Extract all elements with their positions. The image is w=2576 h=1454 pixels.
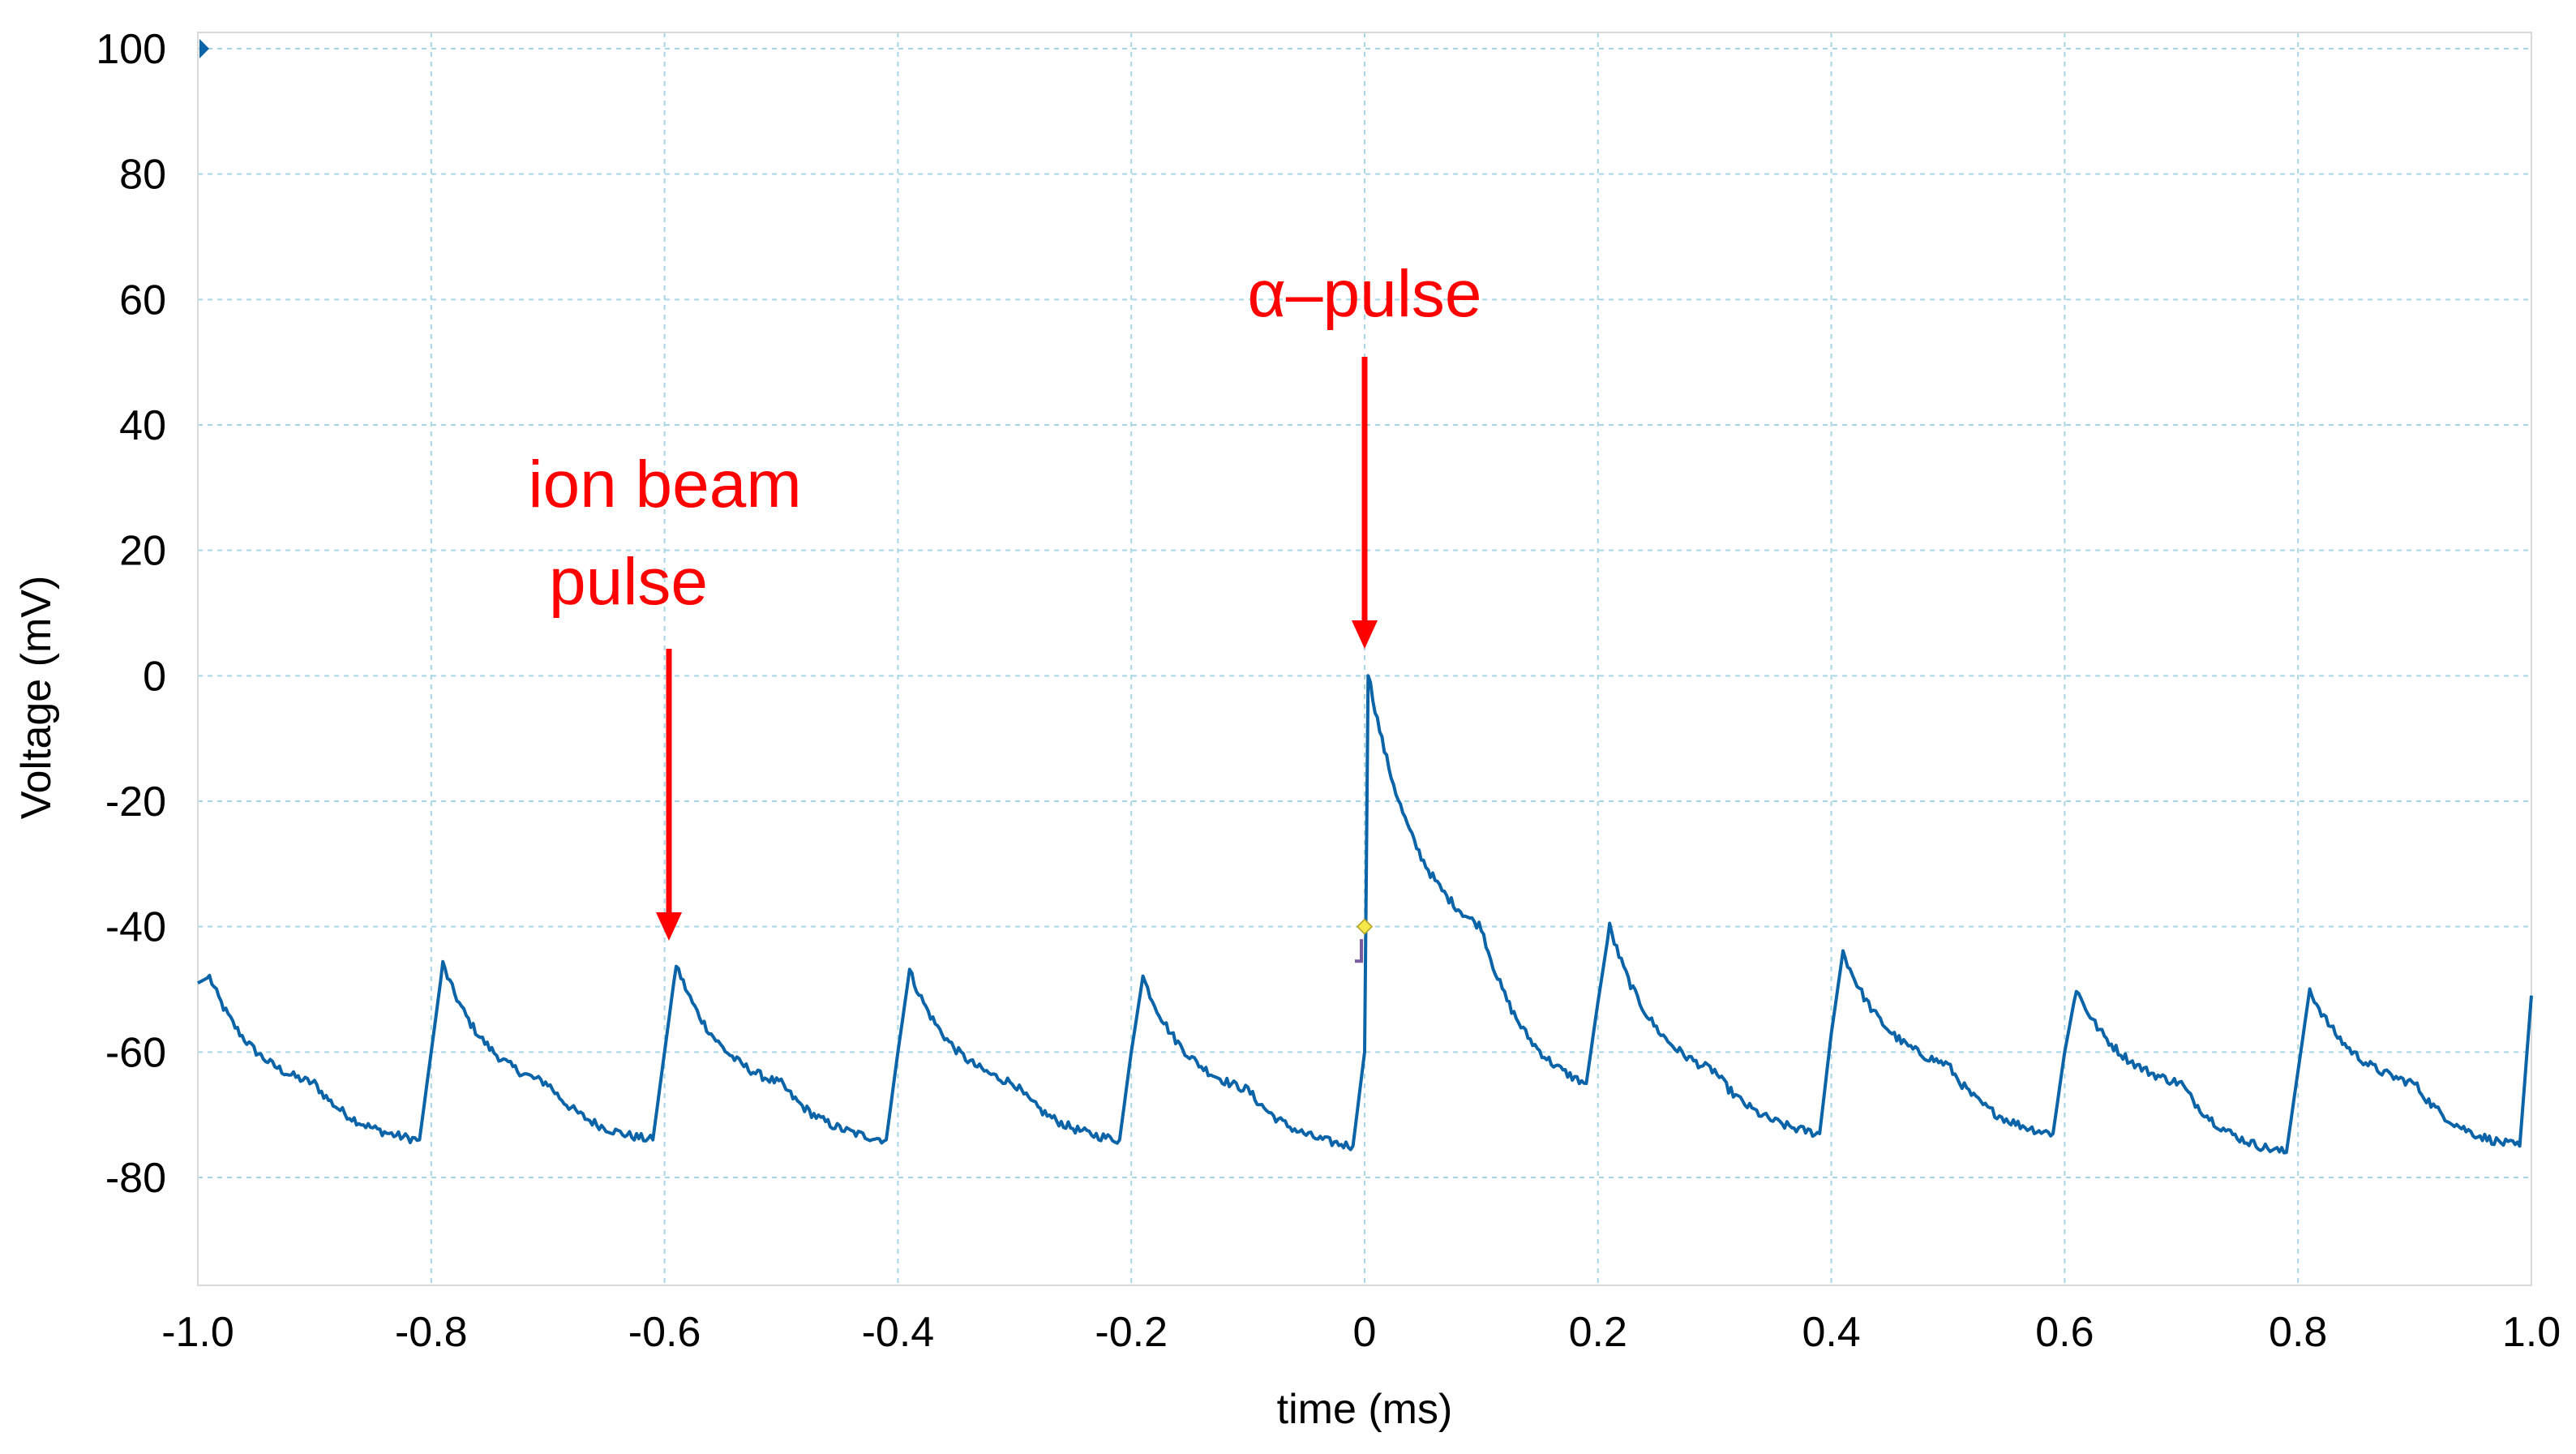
y-tick-label: 80 [119, 152, 166, 199]
x-axis-ticks: -1.0 -0.8 -0.6 -0.4 -0.2 0 0.2 0.4 0.6 0.8 1.0 [161, 1309, 2561, 1356]
x-tick-label: -0.4 [862, 1309, 935, 1356]
y-tick-label: 40 [119, 402, 166, 449]
x-tick-label: 0.2 [1569, 1309, 1627, 1356]
y-axis-ticks: 100 80 60 40 20 0 -20 -40 -60 -80 [96, 26, 166, 1202]
y-tick-label: 100 [96, 26, 166, 73]
x-tick-label: -0.6 [628, 1309, 701, 1356]
x-tick-label: -0.8 [395, 1309, 468, 1356]
y-tick-label: -60 [105, 1029, 166, 1076]
y-tick-label: 60 [119, 277, 166, 324]
alpha-pulse-annotation: α–pulse [1247, 257, 1481, 331]
y-axis-title: Voltage (mV) [13, 576, 60, 820]
ion-beam-arrow-icon [656, 649, 682, 941]
x-tick-label: 0.4 [1802, 1309, 1860, 1356]
x-tick-label: 0 [1353, 1309, 1377, 1356]
y-tick-label: 20 [119, 528, 166, 575]
x-tick-label: 0.6 [2035, 1309, 2094, 1356]
trace-group [197, 674, 2533, 1155]
y-tick-label: -40 [105, 904, 166, 951]
trigger-point-icon [1355, 939, 1363, 963]
alpha-pulse-arrow-icon [1352, 357, 1378, 649]
x-tick-label: 0.8 [2269, 1309, 2327, 1356]
y-tick-label: 0 [143, 653, 166, 700]
voltage-trace [197, 674, 2533, 1155]
x-tick-label: -1.0 [161, 1309, 234, 1356]
x-tick-label: -0.2 [1095, 1309, 1168, 1356]
grid [197, 32, 2532, 1285]
ion-beam-annotation-line1: ion beam [528, 448, 801, 521]
cursor-marker-icon [1356, 918, 1374, 935]
y-tick-label: -20 [105, 778, 166, 826]
trigger-marker-group [199, 39, 1374, 963]
ion-beam-annotation-line2: pulse [549, 545, 708, 619]
plot-area [197, 32, 2532, 1286]
trigger-level-icon [199, 39, 209, 58]
x-tick-label: 1.0 [2502, 1309, 2561, 1356]
y-tick-label: -80 [105, 1155, 166, 1202]
x-axis-title: time (ms) [1277, 1386, 1453, 1433]
